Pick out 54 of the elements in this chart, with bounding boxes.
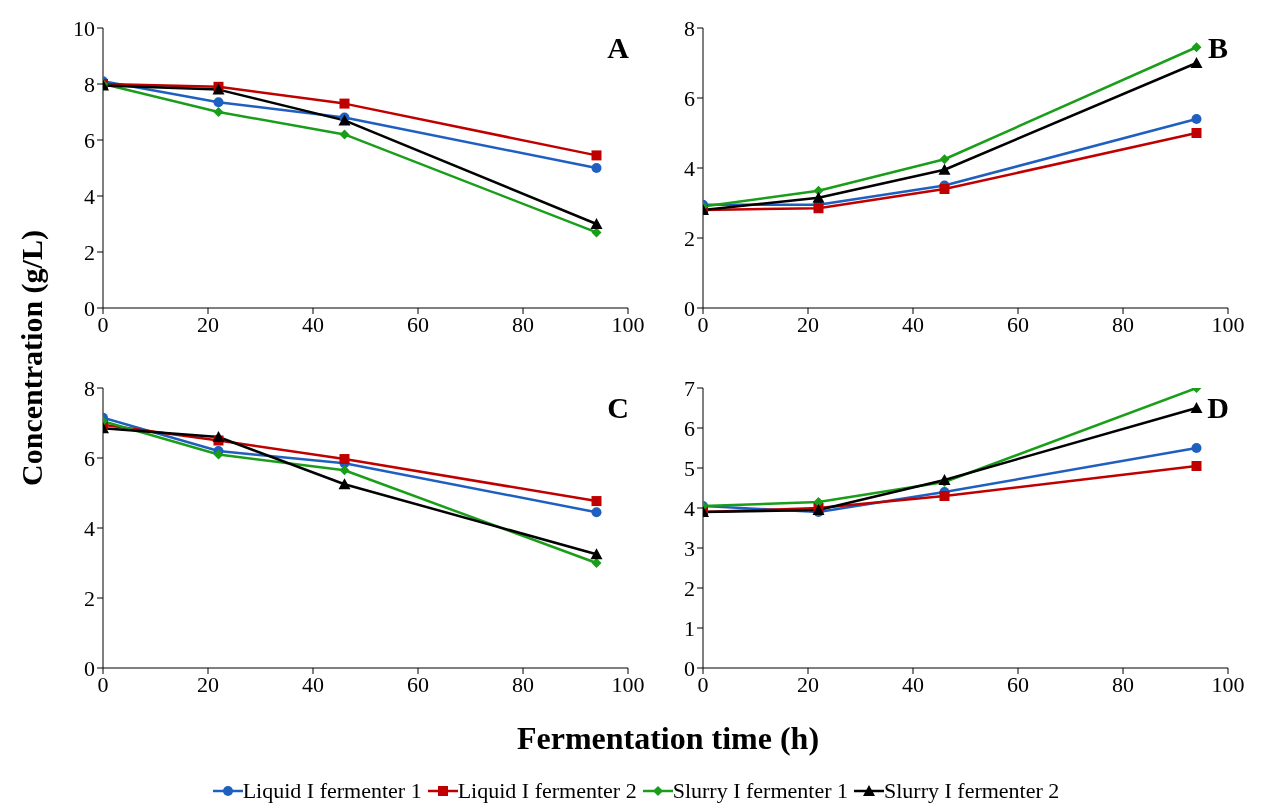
y-tick-label: 4	[84, 183, 95, 209]
y-tick-label: 4	[684, 495, 695, 521]
y-tick-label: 7	[684, 375, 695, 401]
x-tick-label: 80	[512, 671, 534, 697]
legend-label: Slurry I fermenter 1	[672, 778, 848, 804]
y-tick-label: 2	[684, 575, 695, 601]
x-tick-label: 40	[302, 311, 324, 337]
x-tick-label: 60	[407, 311, 429, 337]
y-tick-label: 8	[84, 375, 95, 401]
y-tick-label: 2	[84, 239, 95, 265]
y-tick-label: 10	[73, 15, 95, 41]
x-tick-label: 60	[407, 671, 429, 697]
x-tick-label: 80	[1112, 671, 1134, 697]
y-axis-title: Concentration (g/L)	[15, 230, 49, 486]
legend-label: Slurry I fermenter 2	[884, 778, 1060, 804]
y-tick-label: 2	[84, 585, 95, 611]
y-tick-label: 0	[84, 295, 95, 321]
x-tick-label: 20	[197, 311, 219, 337]
x-tick-label: 40	[902, 311, 924, 337]
y-tick-label: 6	[84, 127, 95, 153]
x-tick-label: 40	[902, 671, 924, 697]
x-axis-title: Fermentation time (h)	[516, 720, 820, 757]
y-tick-label: 6	[84, 445, 95, 471]
y-tick-label: 4	[684, 155, 695, 181]
y-tick-label: 1	[684, 615, 695, 641]
chart-title: A	[607, 31, 630, 64]
y-tick-label: 4	[84, 515, 95, 541]
chart-title: B	[1207, 31, 1229, 64]
x-tick-label: 100	[1211, 671, 1245, 697]
x-tick-label: 60	[1007, 671, 1029, 697]
x-tick-label: 40	[302, 671, 324, 697]
y-tick-label: 8	[684, 15, 695, 41]
y-tick-label: 6	[684, 415, 695, 441]
chart-title: D	[1207, 391, 1229, 424]
x-tick-label: 100	[611, 671, 645, 697]
y-tick-label: 6	[684, 85, 695, 111]
y-tick-label: 0	[684, 295, 695, 321]
x-tick-label: 20	[797, 311, 819, 337]
legend-label: Liquid I fermenter 1	[242, 778, 422, 804]
x-tick-label: 100	[611, 311, 645, 337]
y-tick-label: 0	[684, 655, 695, 681]
x-tick-label: 20	[797, 671, 819, 697]
y-tick-label: 3	[684, 535, 695, 561]
x-tick-label: 20	[197, 671, 219, 697]
x-tick-label: 80	[1112, 311, 1134, 337]
y-tick-label: 5	[684, 455, 695, 481]
y-tick-label: 2	[684, 225, 695, 251]
chart-title: C	[607, 391, 629, 424]
x-tick-label: 60	[1007, 311, 1029, 337]
y-tick-label: 8	[84, 71, 95, 97]
y-tick-label: 0	[84, 655, 95, 681]
x-tick-label: 100	[1211, 311, 1245, 337]
legend-label: Liquid I fermenter 2	[457, 778, 637, 804]
x-tick-label: 80	[512, 311, 534, 337]
